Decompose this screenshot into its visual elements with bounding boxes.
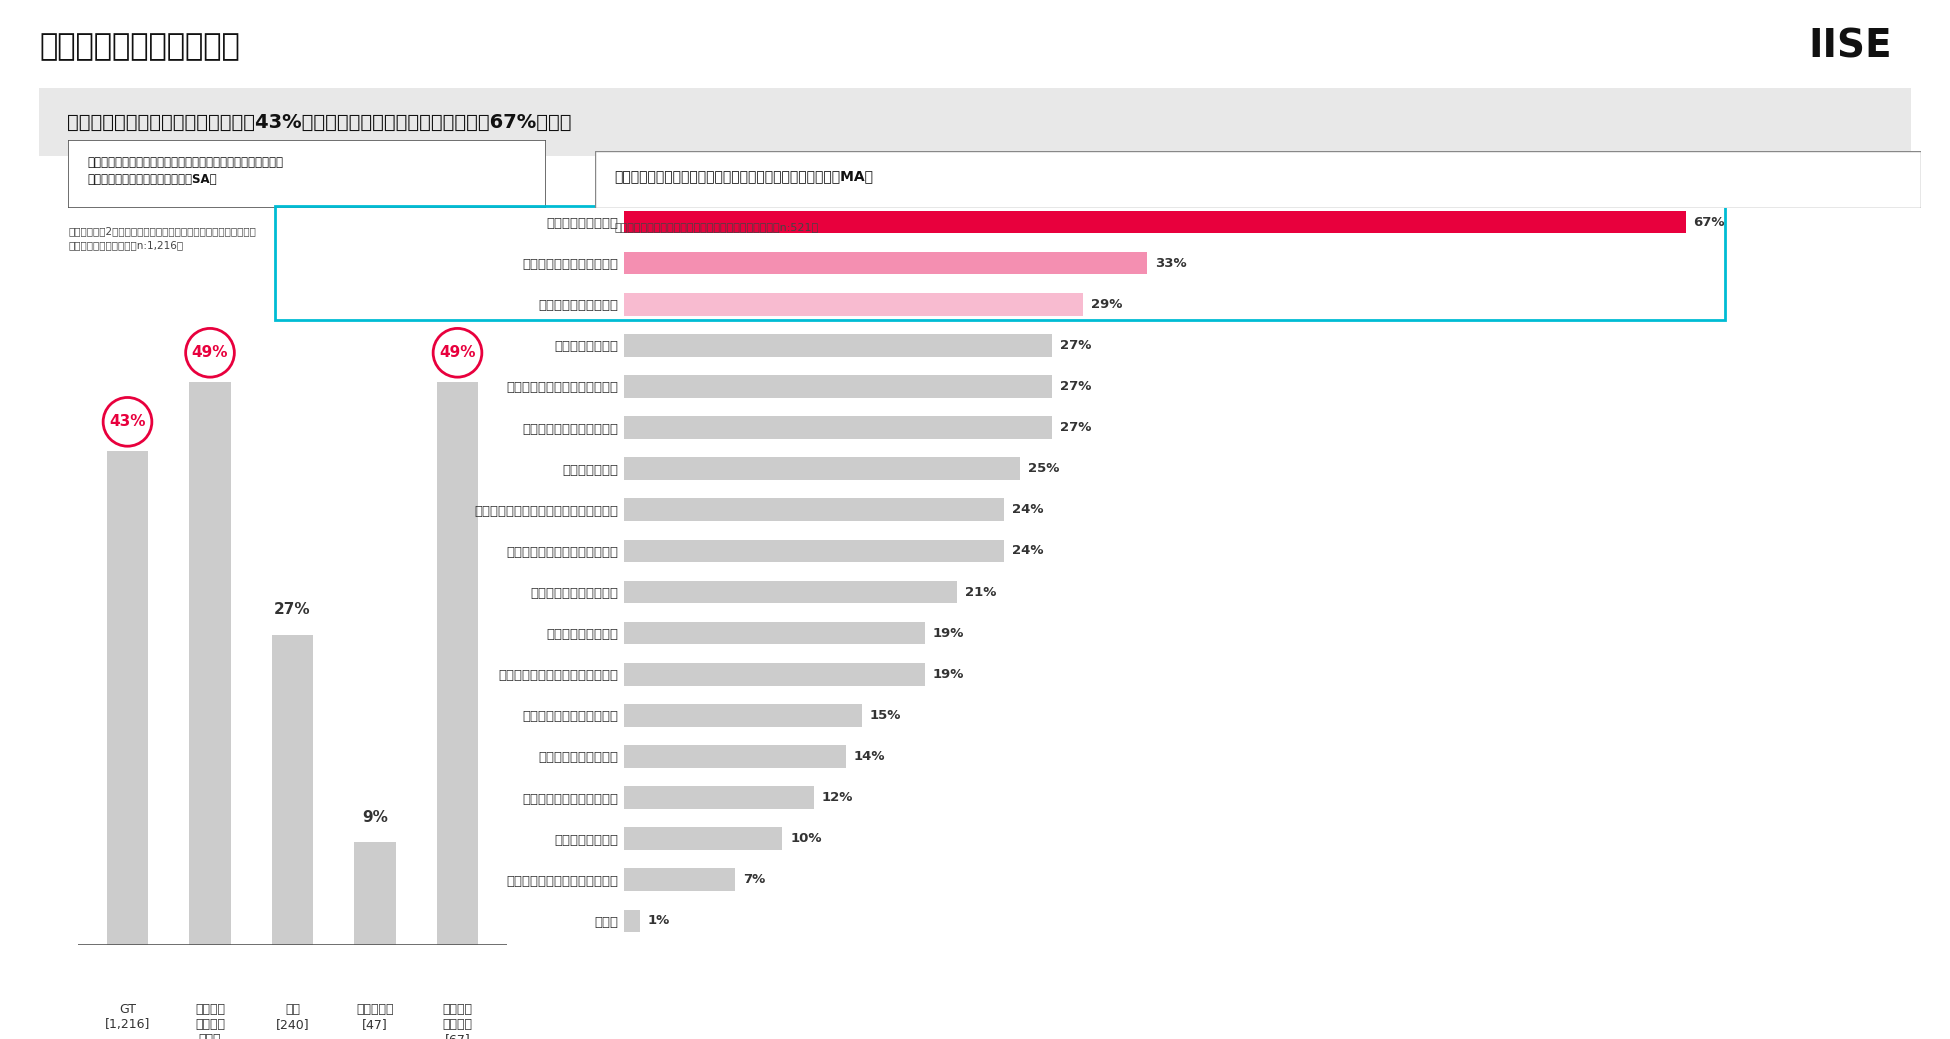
Text: 21%: 21%	[965, 586, 996, 598]
Bar	[624, 211, 1685, 234]
Text: 24%: 24%	[1012, 503, 1043, 516]
Text: 9%: 9%	[363, 809, 388, 825]
Text: 27%: 27%	[1059, 421, 1092, 434]
FancyBboxPatch shape	[595, 151, 1921, 208]
Text: 14%: 14%	[854, 750, 885, 763]
Bar	[624, 663, 924, 686]
Text: 19%: 19%	[932, 668, 965, 681]
Text: 参加イベントの対象（アーティストや団体、チーム）のファン
クラブに加入していますか。　（SA）: 参加イベントの対象（アーティストや団体、チーム）のファン クラブに加入しています…	[88, 156, 283, 186]
Text: GT
[1,216]: GT [1,216]	[105, 1003, 150, 1031]
FancyBboxPatch shape	[39, 88, 1911, 156]
Bar	[624, 499, 1004, 522]
Bar	[624, 704, 862, 726]
Bar	[189, 381, 230, 945]
Bar	[271, 635, 314, 945]
Text: 19%: 19%	[932, 627, 965, 640]
Text: 67%: 67%	[1693, 215, 1726, 229]
Text: IISE: IISE	[1810, 28, 1892, 65]
Text: 演芸・舞踏
[47]: 演芸・舞踏 [47]	[357, 1003, 394, 1031]
Bar	[355, 842, 396, 945]
Text: 回答者：左記のなかでファンクラブに加入している人（n:521）: 回答者：左記のなかでファンクラブに加入している人（n:521）	[614, 221, 819, 232]
Bar	[624, 457, 1020, 480]
Text: 27%: 27%	[1059, 339, 1092, 352]
Text: ファンクラブの加入状況: ファンクラブの加入状況	[39, 32, 240, 61]
Text: 33%: 33%	[1154, 257, 1186, 270]
Bar	[624, 293, 1084, 316]
Text: 29%: 29%	[1092, 298, 1123, 311]
Text: ファンクラブの加入状況は全体平均43%、加入動機は先行チケット購入権が67%と高い: ファンクラブの加入状況は全体平均43%、加入動機は先行チケット購入権が67%と高…	[66, 112, 571, 132]
Bar	[275, 207, 1726, 320]
Text: 10%: 10%	[790, 832, 821, 845]
Text: 49%: 49%	[439, 345, 476, 361]
Bar	[624, 827, 782, 850]
Bar	[624, 417, 1051, 438]
Bar	[624, 787, 815, 808]
Text: 27%: 27%	[1059, 380, 1092, 393]
Text: 12%: 12%	[823, 791, 854, 804]
Bar	[107, 451, 148, 945]
Bar	[624, 335, 1051, 356]
Bar	[624, 581, 957, 604]
Bar	[437, 381, 478, 945]
Text: 15%: 15%	[870, 709, 901, 722]
Bar	[624, 539, 1004, 562]
FancyBboxPatch shape	[68, 140, 546, 208]
Text: 24%: 24%	[1012, 544, 1043, 557]
Bar	[624, 375, 1051, 398]
Text: 7%: 7%	[743, 873, 764, 886]
Bar	[624, 621, 924, 644]
Text: 1%: 1%	[647, 914, 671, 928]
Text: 25%: 25%	[1028, 462, 1059, 475]
Bar	[624, 869, 735, 891]
Text: エンタメ
イベント
[67]: エンタメ イベント [67]	[443, 1003, 472, 1039]
Bar	[624, 909, 640, 932]
Bar	[624, 745, 846, 768]
Text: 回答者：過去2年以内にイベントに参加し、そのイベントのチケッ
トを自分で購入した人（n:1,216）: 回答者：過去2年以内にイベントに参加し、そのイベントのチケッ トを自分で購入した…	[68, 227, 255, 249]
Bar	[624, 251, 1147, 274]
Text: 演劇
[240]: 演劇 [240]	[275, 1003, 310, 1031]
Text: 音楽コン
サート、
ライブ
[862]: 音楽コン サート、 ライブ [862]	[193, 1003, 226, 1039]
Text: 27%: 27%	[275, 603, 310, 617]
Text: 43%: 43%	[109, 415, 146, 429]
Text: 49%: 49%	[191, 345, 228, 361]
Text: ファンクラブに加入する動機・理由をお選びください。　（MA）: ファンクラブに加入する動機・理由をお選びください。 （MA）	[614, 169, 874, 183]
